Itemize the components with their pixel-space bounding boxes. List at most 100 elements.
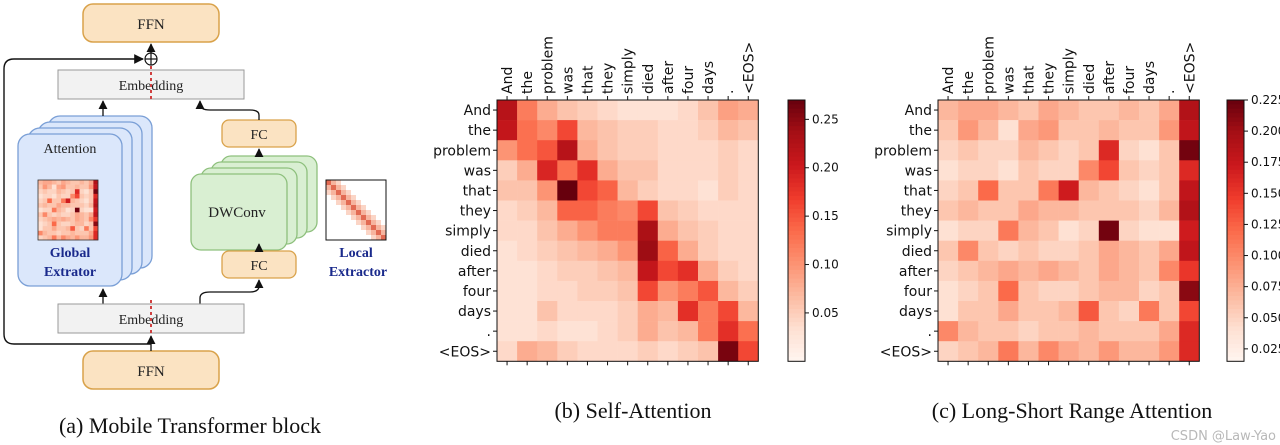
mini-attention-cell [88,189,94,195]
heatmap-cell [557,240,578,262]
heatmap-cell [1179,200,1200,221]
colorbar-segment [788,274,805,280]
colorbar-segment [1227,230,1244,236]
heatmap-cell [1038,341,1059,362]
colorbar-segment [788,304,805,310]
mini-attention-cell [56,216,62,222]
mini-attention-cell [42,184,48,190]
heatmap-cell [718,240,739,262]
heatmap-cell [718,100,739,121]
mini-attention-cell [70,207,76,213]
colorbar-segment [788,326,805,332]
dwconv-label: DWConv [208,205,266,221]
global-extractor-label-2: Extrator [44,265,96,280]
heatmap-cell [537,301,558,322]
local-extractor-cell [346,195,351,200]
mini-attention-cell [84,203,89,208]
heatmap-cell [597,200,618,221]
mini-attention-cell [79,184,85,190]
mini-attention-cell [38,198,43,204]
heatmap-cell [1038,301,1059,322]
mini-attention-cell [88,193,94,199]
x-tick-label: days [1142,61,1158,94]
local-extractor-cell [371,235,376,240]
heatmap-cell [738,301,759,322]
heatmap-cell [637,180,659,201]
local-extractor-cell [351,215,356,220]
local-extractor-cell [376,230,381,235]
local-extractor-cell [371,225,376,230]
mini-attention-cell [51,193,57,199]
heatmap-cell [958,240,979,262]
colorbar-segment [788,256,805,262]
colorbar-segment [788,317,805,323]
mini-attention-cell [70,235,76,241]
y-tick-label: And [464,103,491,119]
heatmap-cell [1139,120,1160,141]
mini-attention-cell [42,226,48,231]
mini-attention-cell [79,221,85,227]
heatmap-cell [1058,280,1079,302]
heatmap-cell [577,260,598,282]
heatmap-cell [677,140,699,161]
heatmap-cell [738,341,759,362]
heatmap-cell [657,220,679,241]
heatmap-cell [978,160,999,181]
attention-label: Attention [44,142,97,157]
heatmap-cell [1098,280,1120,302]
local-extractor-cell [351,205,356,210]
heatmap-cell [938,160,959,181]
heatmap-cell [1078,220,1100,241]
heatmap-cell [1159,200,1180,221]
mini-attention-cell [56,207,62,213]
local-extractor-cell [376,235,381,240]
y-tick-label: <EOS> [880,344,932,360]
colorbar-segment [788,221,805,227]
heatmap-cell [1038,280,1059,302]
heatmap-cell [1078,140,1100,161]
heatmap-cell [738,120,759,141]
heatmap-cell [1058,100,1079,121]
heatmap-cell [1179,260,1200,282]
heatmap-cell [1139,240,1160,262]
local-extractor-cell [366,220,371,225]
colorbar-segment [1227,356,1244,362]
mini-attention-cell [88,235,94,241]
mini-attention-cell [74,198,80,204]
colorbar-segment [788,204,805,210]
heatmap-cell [1058,301,1079,322]
mini-attention-cell [93,216,99,222]
heatmap-cell [718,260,739,282]
colorbar-segment [788,322,805,327]
mini-attention-cell [56,198,62,204]
heatmap-cell [938,200,959,221]
heatmap-cell [738,180,759,201]
colorbar-segment [788,313,805,319]
mini-attention-cell [61,189,66,195]
heatmap-cell [537,240,558,262]
heatmap-cell [1078,321,1100,342]
heatmap-cell [1038,120,1059,141]
colorbar-segment [788,295,805,301]
mini-attention-cell [47,184,53,190]
heatmap-cell [1018,240,1039,262]
mini-attention-cell [38,226,43,231]
heatmap-cell [1098,301,1120,322]
heatmap-cell [998,160,1019,181]
local-extractor-cell [341,185,346,190]
heatmap-cell [978,120,999,141]
colorbar-segment [1227,152,1244,158]
mini-attention-cell [61,226,66,231]
heatmap-cell [657,120,679,141]
heatmap-cell [998,341,1019,362]
mini-attention-cell [88,212,94,218]
x-tick-label: days [701,61,717,94]
y-tick-label: simply [445,224,491,240]
heatmap-cell [698,140,719,161]
colorbar-segment [788,182,805,188]
colorbar-segment [788,208,805,214]
heatmap-cell [978,200,999,221]
heatmap-cell [1159,120,1180,141]
local-extractor-cell [346,210,351,215]
mini-attention-cell [79,226,85,231]
